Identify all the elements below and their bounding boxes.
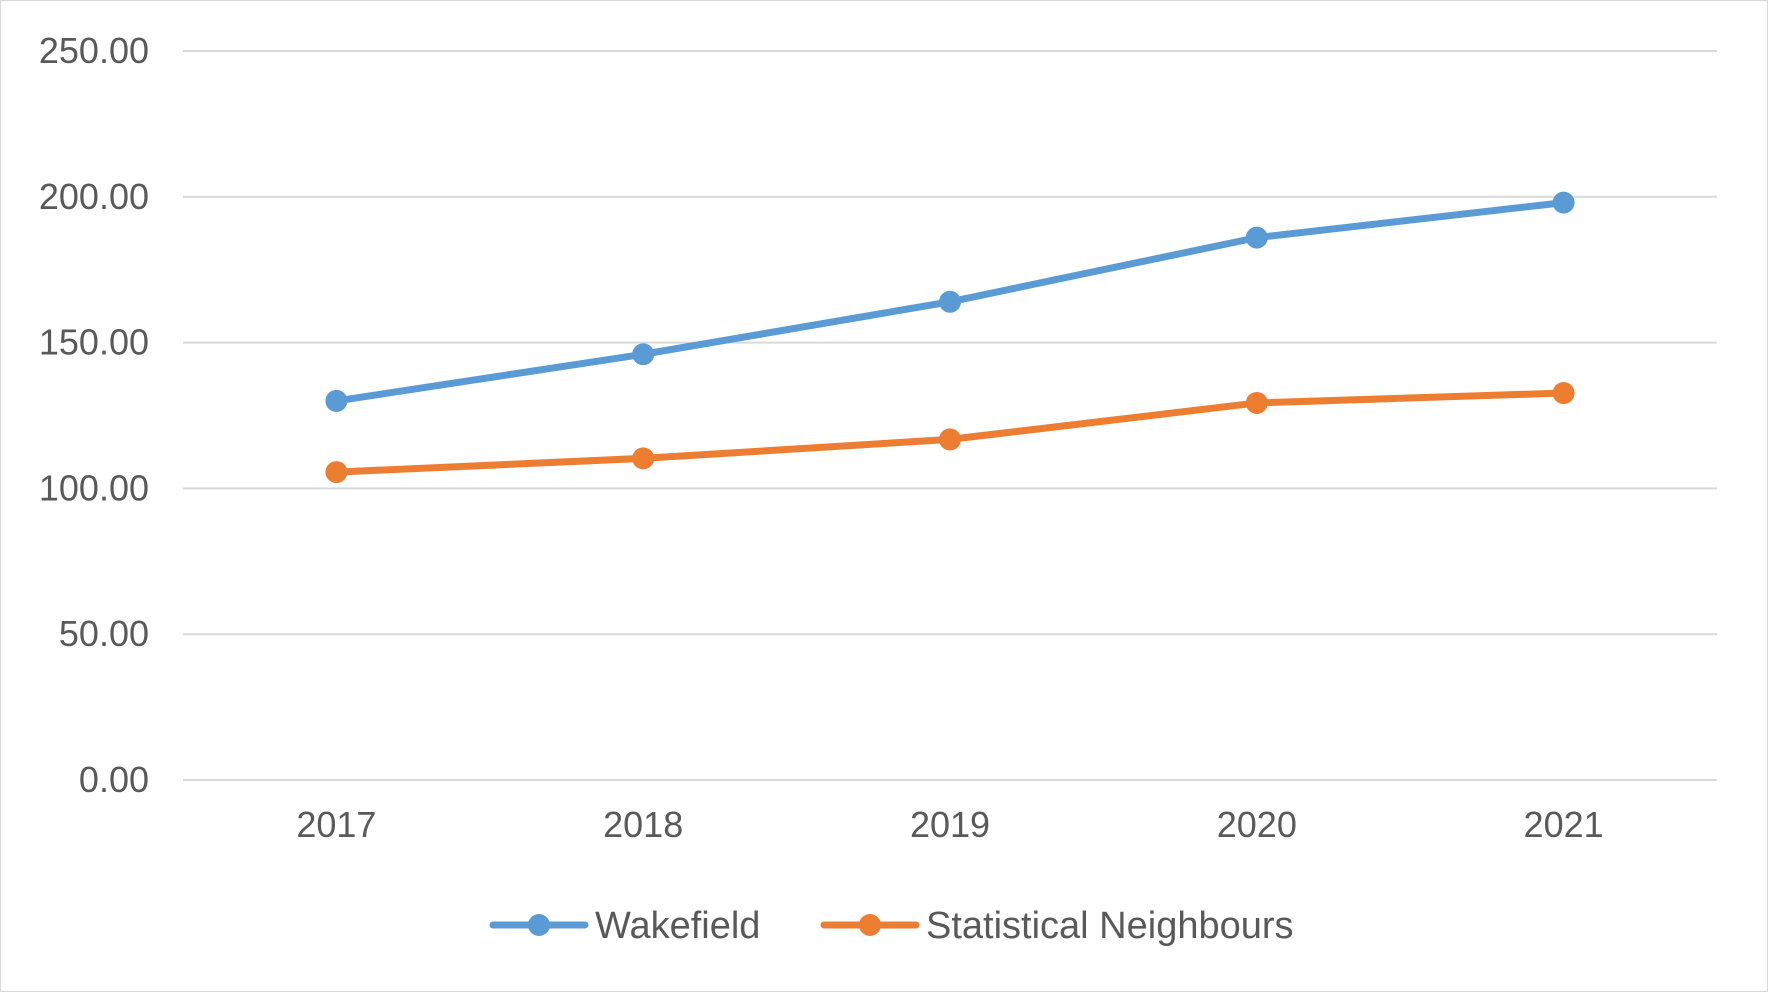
- legend-marker-icon: [528, 914, 550, 936]
- x-tick-label: 2020: [1217, 804, 1297, 845]
- y-tick-label: 200.00: [39, 176, 149, 217]
- data-point: [939, 290, 961, 313]
- data-point: [939, 428, 961, 451]
- x-tick-label: 2018: [603, 804, 683, 845]
- legend-item: Statistical Neighbours: [820, 905, 1294, 947]
- x-tick-label: 2017: [296, 804, 376, 845]
- data-point: [325, 389, 348, 412]
- series-1: [325, 191, 1575, 412]
- data-point: [1552, 191, 1575, 214]
- legend-item: Wakefield: [489, 905, 760, 947]
- x-axis-tick-labels: 2017 2018 2019 2020 2021: [296, 804, 1603, 845]
- data-point: [1552, 382, 1575, 405]
- data-point: [632, 343, 655, 366]
- y-tick-label: 100.00: [39, 467, 149, 508]
- x-tick-label: 2019: [910, 804, 990, 845]
- legend-marker-icon: [859, 914, 881, 936]
- legend-label: Wakefield: [595, 905, 760, 947]
- y-tick-label: 50.00: [59, 613, 149, 654]
- y-tick-label: 0.00: [79, 759, 149, 800]
- data-point: [325, 461, 348, 484]
- y-tick-label: 250.00: [39, 30, 149, 71]
- data-point: [632, 447, 655, 470]
- series-layer: [325, 191, 1575, 484]
- y-tick-label: 150.00: [39, 322, 149, 363]
- data-point: [1245, 226, 1268, 249]
- data-point: [1245, 391, 1268, 414]
- legend: Wakefield Statistical Neighbours: [489, 905, 1294, 947]
- x-tick-label: 2021: [1524, 804, 1604, 845]
- gridlines: [183, 50, 1717, 781]
- y-axis-tick-labels: 0.00 50.00 100.00 150.00 200.00 250.00: [39, 30, 149, 800]
- legend-label: Statistical Neighbours: [926, 905, 1294, 947]
- series-2: [325, 382, 1575, 484]
